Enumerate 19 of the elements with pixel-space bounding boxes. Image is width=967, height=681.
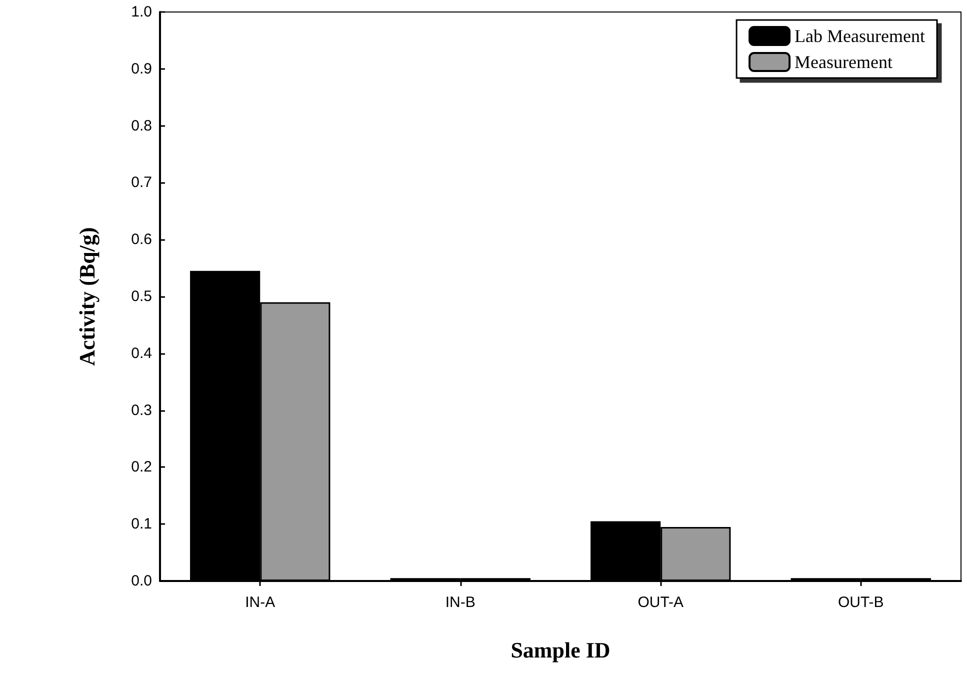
y-tick-label: 0.6 <box>131 231 152 248</box>
x-tick-label: OUT-A <box>638 594 684 611</box>
legend-label: Lab Measurement <box>794 26 926 46</box>
y-tick-label: 1.0 <box>131 4 152 20</box>
y-tick-label: 0.2 <box>131 458 152 476</box>
y-tick-label: 0.3 <box>131 402 152 419</box>
y-axis-title: Activity (Bq/g) <box>74 227 100 366</box>
y-tick-label: 0.8 <box>131 117 152 134</box>
legend-label: Measurement <box>794 52 893 72</box>
x-axis-title: Sample ID <box>510 638 610 662</box>
x-tick-label: IN-B <box>445 594 476 611</box>
x-tick-label: OUT-B <box>838 594 884 611</box>
y-tick-label: 0.0 <box>131 572 152 590</box>
y-tick-label: 0.9 <box>131 60 152 78</box>
y-tick-label: 0.7 <box>131 174 152 192</box>
y-tick-label: 0.1 <box>131 516 152 533</box>
y-tick-label: 0.5 <box>131 288 152 305</box>
y-tick-label: 0.4 <box>131 344 152 362</box>
x-tick-label: IN-A <box>245 594 276 611</box>
